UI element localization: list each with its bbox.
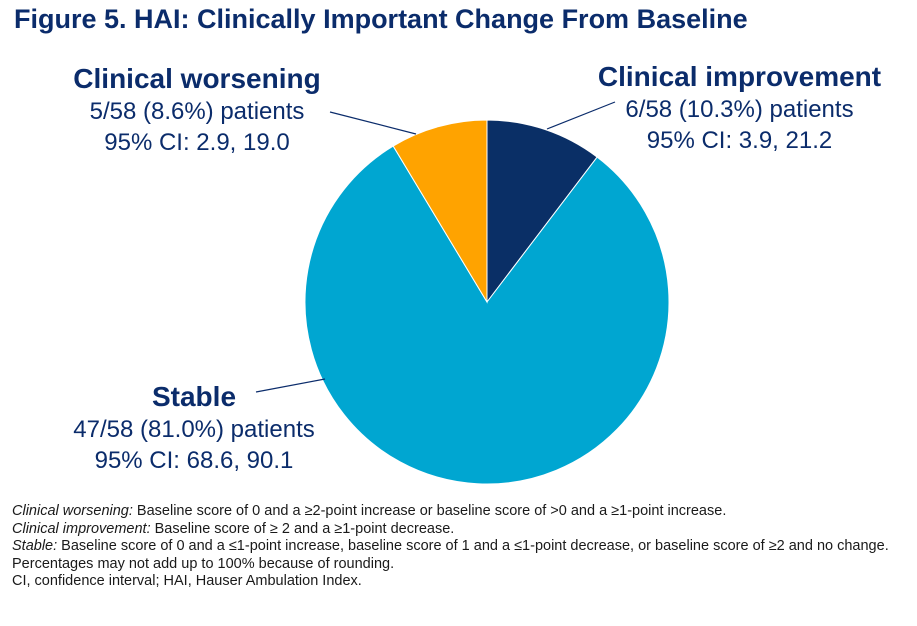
worsening-label-ci: 95% CI: 2.9, 19.0 bbox=[104, 129, 290, 156]
improvement-label-name: Clinical improvement bbox=[597, 61, 882, 92]
leader-line-stable bbox=[255, 378, 326, 393]
footnote-term: Clinical improvement: bbox=[12, 520, 151, 537]
improvement-label-ci: 95% CI: 3.9, 21.2 bbox=[646, 127, 833, 154]
footnote-stable: Stable: Baseline score of 0 and a ≤1-poi… bbox=[12, 538, 912, 556]
pie-slice-clinical-worsening bbox=[392, 119, 488, 304]
leader-line-improvement bbox=[546, 101, 616, 130]
worsening-label: Clinical worsening 5/58 (8.6%) patients … bbox=[52, 62, 342, 158]
footnote-term: Stable: bbox=[12, 538, 58, 554]
leader-line-worsening bbox=[329, 111, 417, 135]
improvement-label: Clinical improvement 6/58 (10.3%) patien… bbox=[582, 60, 897, 156]
pie-slice-stable bbox=[304, 145, 670, 485]
footnote-definition: Baseline score of 0 and a ≥2-point incre… bbox=[132, 503, 727, 519]
pie-slice-clinical-improvement bbox=[486, 119, 598, 304]
footnote-definition: Baseline score of 0 and a ≤1-point incre… bbox=[57, 538, 889, 554]
stable-label-ci: 95% CI: 68.6, 90.1 bbox=[94, 447, 294, 474]
stable-label-name: Stable bbox=[151, 381, 237, 412]
worsening-label-name: Clinical worsening bbox=[73, 63, 321, 94]
footnote-definition: Baseline score of ≥ 2 and a ≥1-point dec… bbox=[150, 520, 455, 537]
footnote-term: Clinical worsening: bbox=[12, 503, 133, 519]
worsening-label-count: 5/58 (8.6%) patients bbox=[89, 98, 305, 125]
footnote-improvement: Clinical improvement: Baseline score of … bbox=[12, 521, 912, 539]
footnotes: Clinical worsening: Baseline score of 0 … bbox=[12, 503, 912, 591]
stable-label-count: 47/58 (81.0%) patients bbox=[73, 416, 315, 443]
stable-label: Stable 47/58 (81.0%) patients 95% CI: 68… bbox=[44, 380, 344, 476]
footnote-abbreviations: CI, confidence interval; HAI, Hauser Amb… bbox=[12, 573, 362, 589]
footnote-worsening: Clinical worsening: Baseline score of 0 … bbox=[12, 503, 912, 521]
figure-title: Figure 5. HAI: Clinically Important Chan… bbox=[14, 4, 748, 34]
footnote-rounding: Percentages may not add up to 100% becau… bbox=[12, 555, 395, 572]
improvement-label-count: 6/58 (10.3%) patients bbox=[625, 96, 854, 123]
